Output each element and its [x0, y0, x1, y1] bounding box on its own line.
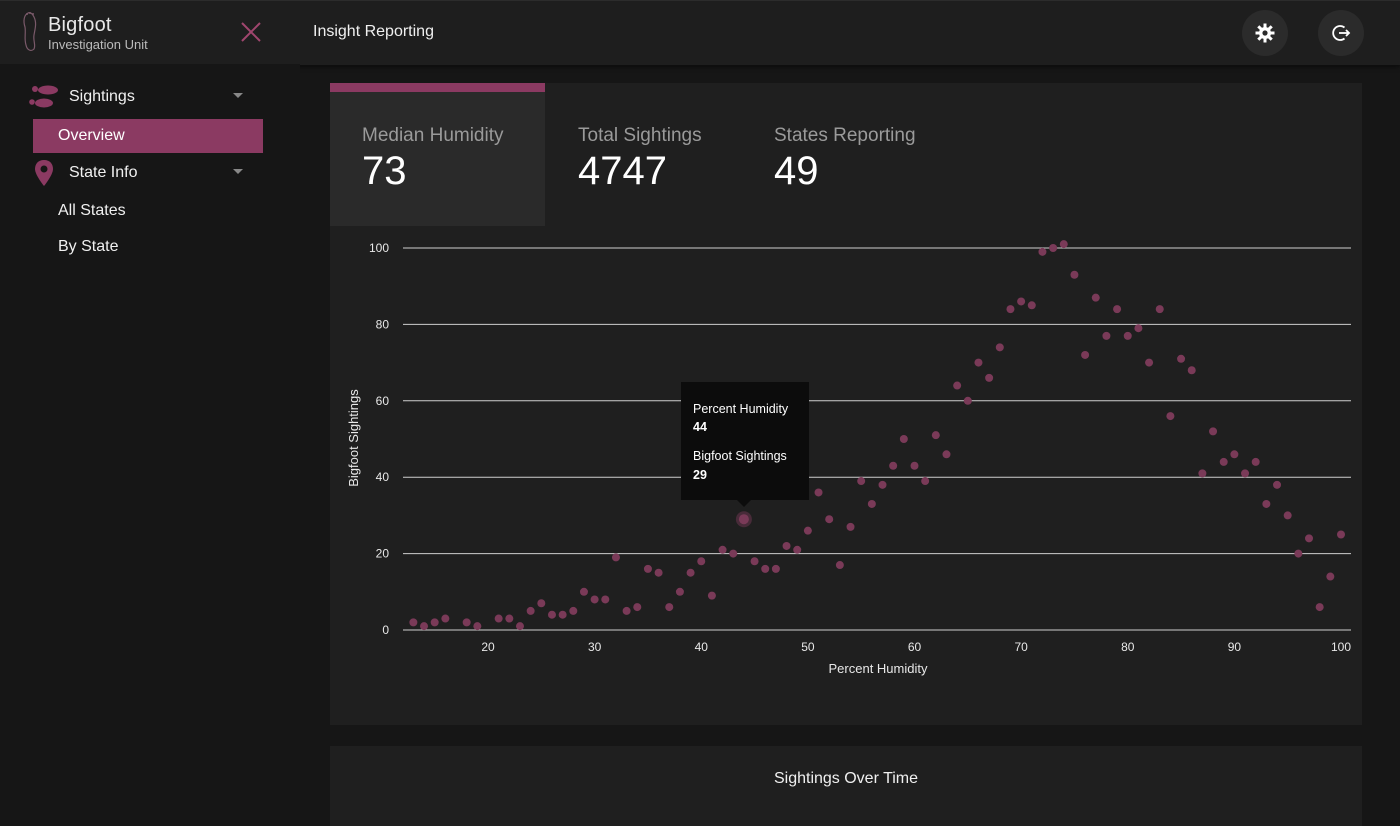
settings-button[interactable]	[1242, 10, 1288, 56]
nav-group-sightings[interactable]: Sightings	[28, 82, 258, 112]
kpi-label: Total Sightings	[578, 125, 702, 146]
kpi-value: 49	[774, 149, 819, 193]
chevron-down-icon[interactable]	[233, 93, 243, 98]
kpi-median-humidity[interactable]: Median Humidity 73	[362, 125, 504, 194]
brand-title: Bigfoot	[48, 14, 112, 36]
insight-card: Median Humidity 73 Total Sightings 4747 …	[330, 83, 1362, 725]
tooltip-y-value: 29	[693, 468, 707, 482]
kpi-value: 4747	[578, 149, 667, 193]
sidebar-item-label: Overview	[58, 127, 125, 144]
tooltip-pointer	[737, 500, 751, 507]
bigfoot-logo-icon	[23, 12, 37, 51]
nav-group-label: Sightings	[69, 88, 135, 105]
chart-tooltip: Percent Humidity 44 Bigfoot Sightings 29	[681, 382, 809, 500]
nav-group-label: State Info	[69, 164, 138, 181]
sidebar: Sightings Overview State Info All States…	[0, 64, 300, 818]
footprints-icon	[28, 82, 62, 112]
kpi-value: 73	[362, 149, 407, 193]
kpi-total-sightings[interactable]: Total Sightings 4747	[578, 125, 702, 194]
chevron-down-icon[interactable]	[233, 169, 243, 174]
logout-button[interactable]	[1318, 10, 1364, 56]
tooltip-x-value: 44	[693, 420, 707, 434]
tooltip-x-label: Percent Humidity	[693, 402, 789, 416]
nav-group-state-info[interactable]: State Info	[28, 158, 258, 188]
card-title: Sightings Over Time	[773, 770, 919, 787]
page-title: Insight Reporting	[313, 23, 434, 40]
tooltip-y-label: Bigfoot Sightings	[693, 449, 787, 463]
sightings-over-time-card: Sightings Over Time	[330, 746, 1362, 826]
kpi-label: States Reporting	[774, 125, 916, 146]
sidebar-item-all-states[interactable]: All States	[58, 202, 126, 219]
kpi-selected-indicator	[330, 83, 545, 92]
close-icon[interactable]	[238, 19, 264, 45]
logout-icon	[1332, 25, 1351, 41]
map-pin-icon	[28, 158, 62, 188]
top-header: Bigfoot Investigation Unit Insight Repor…	[0, 0, 1400, 65]
sidebar-item-by-state[interactable]: By State	[58, 238, 119, 255]
kpi-selected-background	[330, 92, 545, 226]
sidebar-item-overview[interactable]: Overview	[33, 119, 263, 153]
kpi-states-reporting[interactable]: States Reporting 49	[774, 125, 916, 194]
kpi-label: Median Humidity	[362, 125, 504, 146]
brand-subtitle: Investigation Unit	[48, 37, 148, 52]
settings-gear-icon	[1255, 23, 1275, 43]
